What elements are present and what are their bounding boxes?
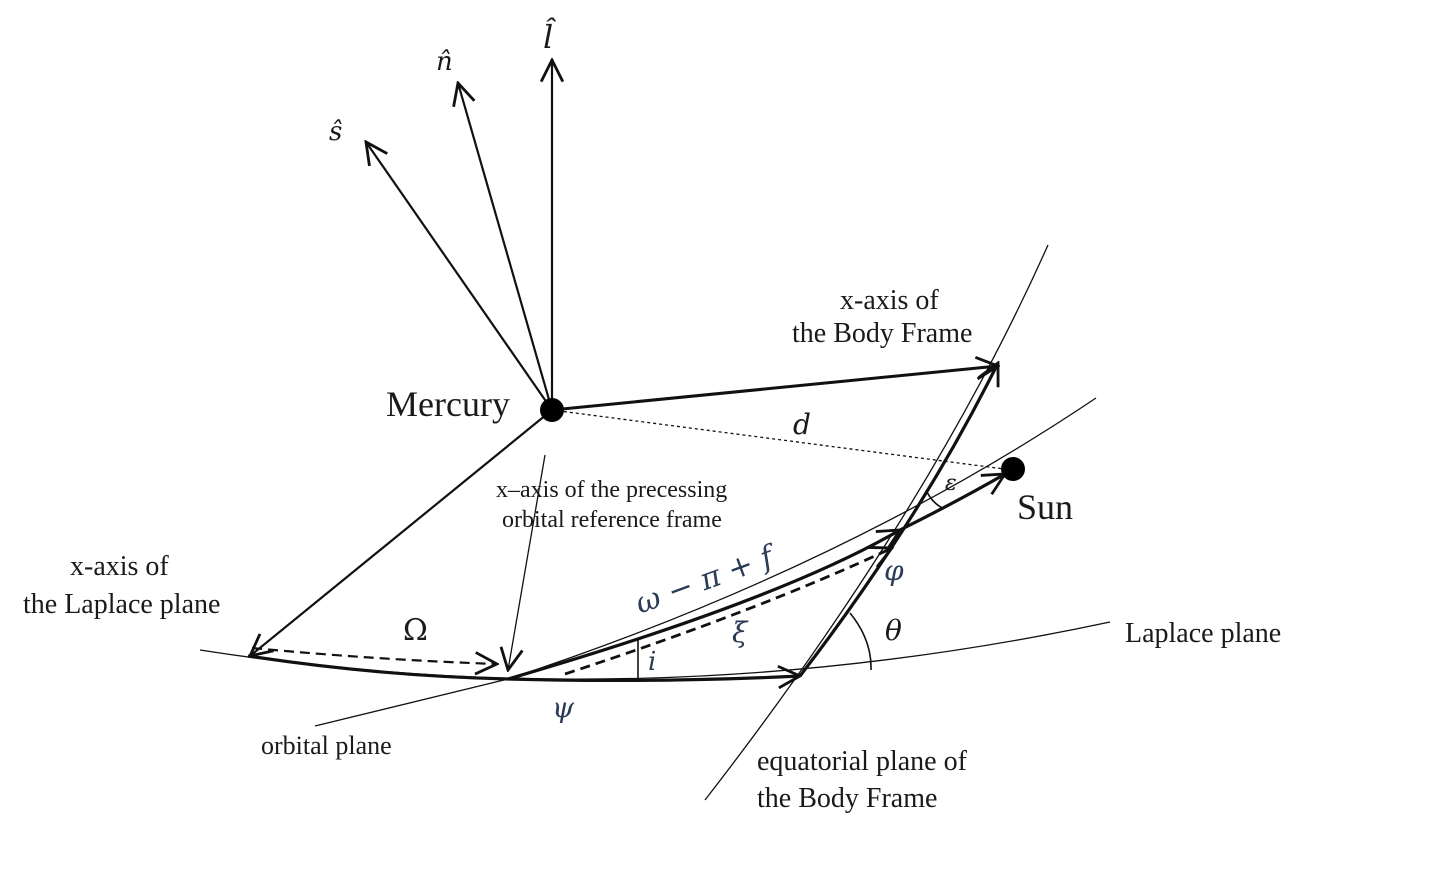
orbital-plane-curve bbox=[314, 397, 1097, 727]
orbital-to-sun-arc bbox=[899, 474, 1005, 532]
theta-angle-mark bbox=[849, 612, 872, 671]
planes bbox=[199, 244, 1111, 801]
mercury-label: Mercury bbox=[386, 384, 510, 424]
n-hat-label: n̂ bbox=[436, 47, 453, 77]
body-frame-x-label-1: x-axis of bbox=[840, 285, 939, 316]
i-label: i bbox=[648, 647, 656, 677]
laplace-plane-label: Laplace plane bbox=[1125, 618, 1281, 649]
precessing-x-label-2: orbital reference frame bbox=[502, 507, 722, 533]
angle-marks bbox=[637, 489, 945, 680]
labels: l̂ n̂ ŝ Mercury Sun d ε x-axis of the Bo… bbox=[23, 17, 1281, 814]
distance-d-line bbox=[551, 409, 1013, 471]
n-hat-vector bbox=[458, 83, 554, 411]
orbital-plane-label: orbital plane bbox=[261, 731, 392, 760]
laplace-x-vector bbox=[250, 409, 553, 656]
big-omega-label: Ω bbox=[403, 613, 428, 648]
laplace-x-label-2: the Laplace plane bbox=[23, 589, 220, 620]
precessing-x-label-1: x–axis of the precessing bbox=[496, 477, 727, 503]
epsilon-angle-mark bbox=[925, 489, 945, 510]
psi-arc bbox=[507, 676, 800, 680]
mercury-dot bbox=[540, 398, 564, 422]
laplace-x-label-1: x-axis of bbox=[70, 551, 169, 582]
d-label: d bbox=[793, 408, 811, 441]
precessing-x-vector bbox=[508, 454, 546, 670]
equatorial-thick-arc bbox=[798, 363, 998, 677]
phi-label: φ bbox=[884, 554, 904, 587]
s-hat-label: ŝ bbox=[329, 117, 342, 147]
equatorial-label-2: the Body Frame bbox=[757, 783, 937, 814]
laplace-plane-thick-arc bbox=[247, 654, 509, 681]
xi-dashed-arc bbox=[564, 548, 892, 676]
body-frame-x-label-2: the Body Frame bbox=[792, 318, 972, 349]
psi-label: ψ bbox=[552, 691, 575, 724]
body-frame-x-vector bbox=[551, 366, 998, 412]
equatorial-label-1: equatorial plane of bbox=[757, 746, 968, 777]
omega-dashed-arc bbox=[251, 646, 497, 664]
s-hat-vector bbox=[366, 142, 553, 411]
theta-label: θ bbox=[885, 614, 902, 647]
dashed-arcs bbox=[251, 548, 892, 676]
epsilon-label: ε bbox=[945, 471, 957, 496]
sun-dot bbox=[1001, 457, 1025, 481]
xi-label: ξ bbox=[732, 616, 749, 649]
sun-label: Sun bbox=[1017, 487, 1073, 527]
orbital-thick-arc bbox=[507, 530, 900, 681]
equatorial-plane-curve bbox=[704, 244, 1049, 801]
omega-pi-f-label: ω − π + f bbox=[631, 538, 783, 622]
l-hat-label: l̂ bbox=[543, 17, 556, 56]
vectors bbox=[250, 60, 1013, 670]
